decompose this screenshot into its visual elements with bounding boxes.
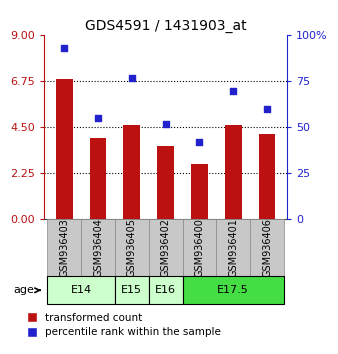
Title: GDS4591 / 1431903_at: GDS4591 / 1431903_at	[85, 19, 246, 33]
Text: GSM936406: GSM936406	[262, 218, 272, 277]
Text: GSM936401: GSM936401	[228, 218, 238, 277]
Text: GSM936403: GSM936403	[59, 218, 69, 277]
Bar	[157, 146, 174, 219]
Bar	[183, 276, 284, 304]
Bar	[56, 79, 73, 219]
Text: E17.5: E17.5	[217, 285, 249, 295]
Point	[62, 45, 67, 51]
Text: GSM936405: GSM936405	[127, 218, 137, 277]
Legend: transformed count, percentile rank within the sample: transformed count, percentile rank withi…	[28, 313, 221, 337]
Bar	[225, 125, 242, 219]
Bar	[47, 219, 81, 276]
Bar	[259, 133, 275, 219]
Point	[95, 115, 101, 121]
Text: age: age	[14, 285, 40, 295]
Bar	[149, 276, 183, 304]
Bar	[115, 276, 149, 304]
Text: E15: E15	[121, 285, 142, 295]
Point	[264, 106, 270, 112]
Point	[231, 88, 236, 93]
Bar	[81, 219, 115, 276]
Bar	[123, 125, 140, 219]
Bar	[250, 219, 284, 276]
Bar	[115, 219, 149, 276]
Text: E16: E16	[155, 285, 176, 295]
Text: E14: E14	[71, 285, 92, 295]
Bar	[47, 276, 115, 304]
Point	[129, 75, 135, 81]
Text: GSM936402: GSM936402	[161, 218, 171, 277]
Bar	[90, 138, 106, 219]
Bar	[191, 164, 208, 219]
Bar	[183, 219, 216, 276]
Point	[163, 121, 168, 127]
Bar	[216, 219, 250, 276]
Bar	[149, 219, 183, 276]
Point	[197, 139, 202, 145]
Text: GSM936400: GSM936400	[194, 218, 204, 277]
Text: GSM936404: GSM936404	[93, 218, 103, 277]
